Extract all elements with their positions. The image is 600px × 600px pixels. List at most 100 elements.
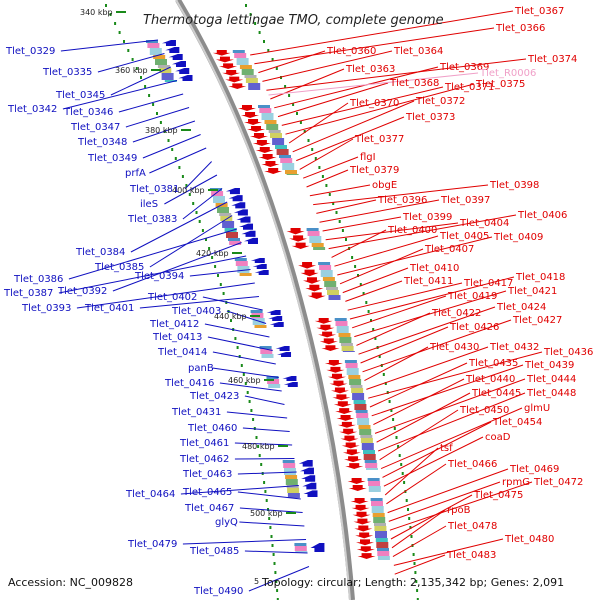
gene-leader-line — [392, 525, 447, 558]
cog-category-block — [228, 238, 240, 241]
gene-label-left: Tlet_0347 — [70, 122, 120, 133]
tick-mark — [398, 454, 401, 457]
gene-leader-line — [60, 39, 159, 52]
gene-arrow-reverse — [298, 460, 313, 467]
cog-category-block — [236, 58, 249, 65]
gene-arrow-forward — [337, 421, 356, 428]
gene-arrow-forward — [222, 70, 241, 76]
cog-category-block — [155, 59, 167, 65]
gene-label-right: Tlet_0372 — [415, 96, 465, 107]
cog-category-block — [294, 543, 307, 546]
gene-label-left: Tlet_0490 — [193, 586, 243, 597]
cog-category-block — [322, 277, 335, 281]
gene-label-left: Tlet_0403 — [171, 306, 221, 317]
tick-mark — [414, 571, 417, 574]
gene-leader-line — [288, 102, 349, 144]
cog-category-block — [365, 463, 378, 468]
tick-mark — [403, 481, 406, 484]
gene-arrow-forward — [324, 360, 343, 366]
tick-mark — [367, 310, 370, 313]
gene-leader-line — [390, 494, 473, 540]
gene-arrow-reverse — [301, 475, 316, 482]
gene-leader-line — [393, 538, 504, 566]
tick-mark — [276, 598, 279, 600]
gene-label-right: Tlet_0454 — [492, 417, 542, 428]
kbp-tick-label: 440 kbp — [214, 312, 247, 321]
gene-arrow-forward — [355, 532, 374, 539]
gene-label-right: Tlet_0360 — [326, 46, 376, 57]
gene-label-left: Tlet_0342 — [7, 104, 57, 115]
gene-label-right: Tlet_0374 — [527, 54, 577, 65]
gene-label-left: Tlet_0412 — [149, 319, 199, 330]
gene-arrow-reverse — [283, 382, 298, 387]
gene-leader-line — [237, 471, 297, 475]
gene-leader-line — [313, 184, 489, 206]
gene-label-right: Tlet_0405 — [439, 231, 489, 242]
gene-label-left: Tlet_0392 — [57, 286, 107, 297]
tick-mark — [267, 508, 269, 511]
cog-category-block — [261, 113, 274, 120]
gene-leader-line — [239, 507, 303, 513]
tick-mark — [365, 301, 368, 304]
rna-gene-label: Tlet_R0006 — [479, 68, 536, 79]
cog-category-block — [353, 400, 366, 404]
gene-leader-line — [322, 216, 402, 232]
gene-arrow-forward — [332, 394, 351, 401]
tick-mark — [395, 436, 398, 439]
gene-label-right: Tlet_0466 — [447, 459, 497, 470]
gene-label-right: Tlet_0445 — [471, 388, 521, 399]
gene-leader-line — [368, 351, 543, 399]
gene-label-right: Tlet_0422 — [431, 308, 481, 319]
cog-category-block — [328, 295, 341, 300]
gene-leader-line — [319, 199, 440, 223]
gene-leader-line — [132, 120, 196, 143]
gene-label-right: Tlet_0375 — [475, 79, 525, 90]
gene-arrow-reverse — [236, 216, 251, 223]
cog-category-block — [327, 290, 339, 295]
tick-mark — [271, 58, 274, 61]
tick-mark — [416, 589, 419, 592]
gene-leader-line — [299, 138, 354, 170]
gene-leader-line — [254, 27, 495, 65]
gene-label-right: Tlet_0418 — [515, 272, 565, 283]
tick-mark — [292, 103, 295, 106]
cog-category-block — [368, 486, 381, 492]
gene-leader-line — [237, 491, 301, 500]
tick-mark — [242, 373, 245, 376]
cog-category-block — [220, 216, 233, 221]
kbp-tick-label: 460 kbp — [228, 376, 261, 385]
gene-arrow-forward — [336, 415, 355, 421]
gene-arrow-forward — [341, 442, 360, 449]
cog-category-block — [283, 463, 296, 468]
gene-arrow-reverse — [268, 316, 283, 321]
cog-category-block — [309, 236, 322, 243]
cog-category-block — [357, 418, 370, 425]
gene-label-left: Tlet_0349 — [87, 153, 137, 164]
tick-mark — [354, 265, 357, 268]
cog-category-block — [374, 523, 386, 526]
tick-mark — [276, 589, 279, 592]
tick-mark — [208, 247, 211, 250]
gene-arrow-reverse — [250, 258, 265, 263]
gene-leader-line — [234, 458, 295, 460]
gene-leader-line — [97, 53, 165, 73]
cog-category-block — [259, 108, 272, 113]
cog-category-block — [239, 273, 252, 276]
gene-leader-line — [277, 82, 389, 118]
gene-leader-line — [248, 566, 310, 592]
tick-mark — [156, 112, 158, 115]
tick-mark — [109, 13, 112, 16]
cog-category-block — [319, 265, 332, 270]
gene-leader-line — [380, 407, 523, 470]
cog-category-block — [361, 443, 374, 450]
cog-category-block — [345, 363, 358, 368]
tick-mark — [257, 445, 260, 448]
gene-leader-line — [394, 554, 446, 575]
gene-leader-line — [331, 229, 387, 258]
cog-category-block — [224, 228, 237, 232]
tick-mark — [205, 238, 207, 241]
gene-label-right: Tlet_0440 — [465, 374, 515, 385]
cog-category-block — [334, 318, 347, 321]
gene-arrow-forward — [319, 338, 338, 345]
gene-arrow-reverse — [231, 202, 246, 209]
